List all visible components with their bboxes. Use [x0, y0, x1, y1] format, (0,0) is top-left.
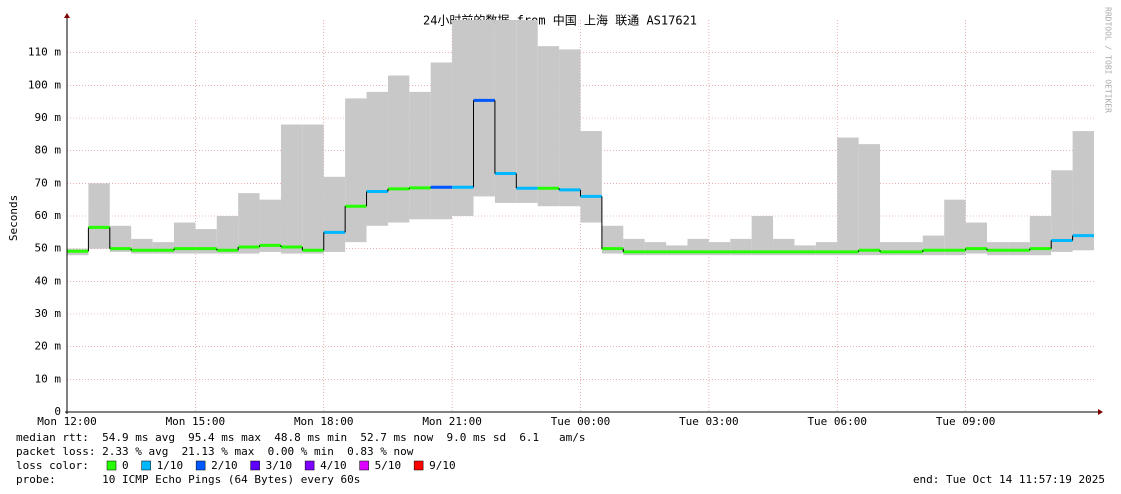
y-tick-label: 10 m [35, 372, 62, 385]
smoke [109, 225, 132, 252]
legend-swatch [106, 460, 117, 471]
smoke [837, 137, 859, 256]
legend-swatch [195, 460, 206, 471]
legend-swatch [413, 460, 424, 471]
smoke [965, 222, 988, 254]
smoke [323, 176, 346, 252]
x-tick-label: Tue 06:00 [807, 415, 867, 428]
smoke [345, 98, 367, 243]
smoke [216, 216, 239, 254]
axis-arrow [1098, 409, 1103, 415]
smoke [580, 131, 602, 223]
smoke [751, 216, 774, 256]
legend-swatch [141, 460, 151, 471]
smoke [1072, 131, 1094, 251]
x-tick-label: Tue 09:00 [936, 415, 996, 428]
y-tick-label: 110 m [28, 46, 61, 59]
watermark: RRDTOOL / TOBI OETIKER [1104, 7, 1113, 113]
smoke [152, 242, 174, 254]
x-tick-label: Tue 00:00 [551, 415, 611, 428]
legend-label: 1/10 [157, 459, 184, 472]
y-tick-label: 80 m [35, 144, 62, 157]
x-tick-label: Mon 12:00 [37, 415, 97, 428]
smoke [452, 20, 474, 216]
stats-line: median rtt: 54.9 ms avg 95.4 ms max 48.8… [16, 431, 586, 444]
y-tick-label: 40 m [35, 274, 62, 287]
smoke [302, 124, 324, 254]
y-tick-label: 0 [54, 405, 61, 418]
legend-swatch [304, 460, 315, 471]
smoke [387, 75, 410, 223]
smoke [473, 20, 495, 197]
probe: probe: 10 ICMP Echo Pings (64 Bytes) eve… [16, 473, 360, 486]
x-tick-label: Mon 18:00 [294, 415, 354, 428]
legend-label: 9/10 [429, 459, 456, 472]
smoke [238, 193, 260, 254]
smoke [366, 91, 388, 226]
y-tick-label: 60 m [35, 209, 62, 222]
y-tick-label: 100 m [28, 78, 61, 91]
smoke [987, 242, 1009, 256]
y-tick-label: 90 m [35, 111, 62, 124]
smoke [173, 222, 196, 254]
y-tick-label: 70 m [35, 176, 62, 189]
legend-title: loss color: [16, 459, 89, 472]
end-time: end: Tue Oct 14 11:57:19 2025 [913, 473, 1105, 486]
smoke [922, 235, 945, 256]
legend-label: 2/10 [211, 459, 238, 472]
y-axis-label: Seconds [7, 195, 20, 241]
plot: 0 10 m 20 m 30 m 40 m 50 m 60 m 70 m 80 m 90 m 100… [28, 13, 1103, 428]
smoke [1008, 242, 1030, 256]
legend-swatch [250, 460, 260, 471]
smoke [1029, 216, 1052, 256]
smoke [537, 46, 560, 207]
smoke [601, 225, 624, 254]
y-tick-label: 30 m [35, 307, 62, 320]
smoke [666, 245, 688, 256]
legend-label: 3/10 [266, 459, 293, 472]
smoke [430, 62, 453, 220]
x-tick-label: Mon 21:00 [422, 415, 482, 428]
smoke [88, 183, 110, 249]
y-tick-label: 50 m [35, 242, 62, 255]
smoke [494, 20, 517, 203]
legend-label: 0 [122, 459, 129, 472]
x-tick-label: Mon 15:00 [166, 415, 226, 428]
x-tick-label: Tue 03:00 [679, 415, 739, 428]
y-tick-label: 20 m [35, 340, 62, 353]
legend-swatch [359, 460, 369, 471]
smoke [280, 124, 303, 254]
legend-label: 5/10 [375, 459, 402, 472]
smoke [794, 245, 816, 256]
smoke [259, 199, 281, 252]
axis-arrow [64, 13, 70, 18]
stats-line: packet loss: 2.33 % avg 21.13 % max 0.00… [16, 445, 414, 458]
smoke [1051, 170, 1073, 252]
smoke [858, 144, 881, 256]
smoke [409, 91, 431, 220]
smoke [944, 199, 966, 256]
smoke [559, 49, 581, 207]
legend-label: 4/10 [320, 459, 347, 472]
smoke [516, 20, 538, 203]
